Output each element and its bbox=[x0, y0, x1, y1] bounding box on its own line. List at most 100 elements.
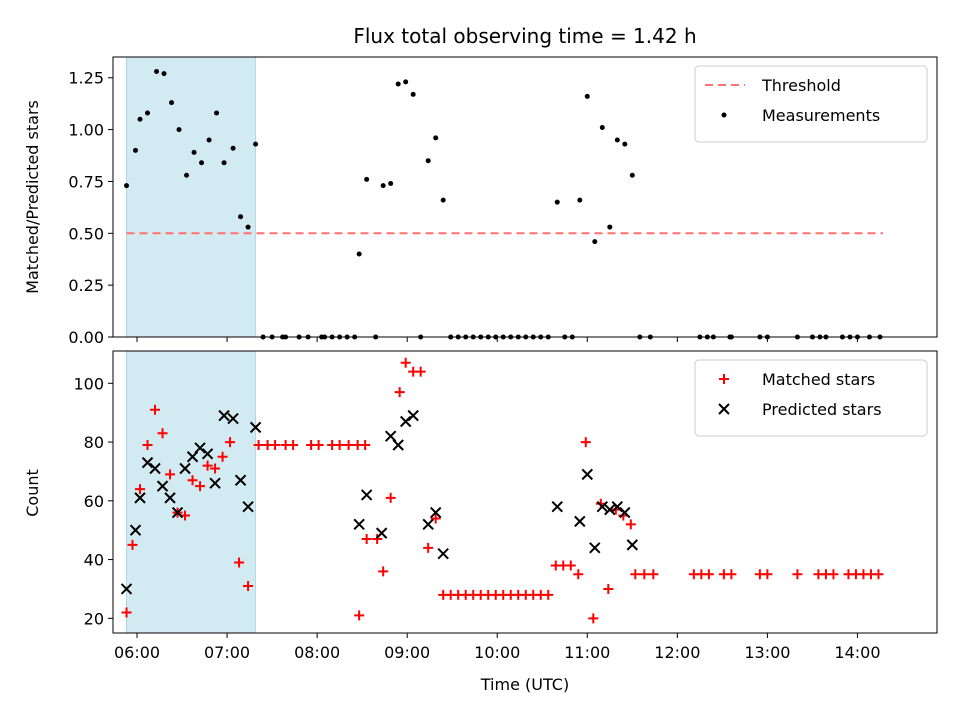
data-point bbox=[625, 519, 636, 530]
data-point bbox=[141, 456, 154, 469]
data-point bbox=[194, 442, 206, 454]
data-point bbox=[422, 518, 434, 531]
data-point bbox=[253, 440, 264, 450]
bottom-shaded-interval bbox=[126, 350, 257, 634]
data-point bbox=[626, 539, 639, 551]
x-tick-label: 12:00 bbox=[654, 643, 700, 662]
top-legend: Threshold Measurements bbox=[694, 65, 928, 143]
chart-title: Flux total observing time = 1.42 h bbox=[353, 24, 696, 48]
data-point bbox=[577, 197, 583, 203]
data-point bbox=[234, 557, 245, 568]
legend-label: Predicted stars bbox=[762, 400, 882, 419]
data-point bbox=[551, 500, 563, 513]
data-point bbox=[288, 440, 299, 450]
data-point bbox=[230, 145, 236, 151]
data-point bbox=[792, 569, 803, 580]
data-point bbox=[157, 428, 168, 439]
data-point bbox=[135, 484, 146, 495]
data-point bbox=[440, 197, 446, 203]
x-tick-label: 07:00 bbox=[204, 643, 250, 662]
data-point bbox=[639, 569, 650, 580]
data-point bbox=[392, 439, 404, 451]
data-point bbox=[410, 91, 416, 97]
legend-swatch bbox=[721, 112, 727, 118]
data-point bbox=[238, 214, 244, 220]
top-y-tick-label: 1.25 bbox=[68, 69, 104, 88]
top-axes-frame bbox=[112, 56, 938, 338]
data-point bbox=[221, 160, 227, 166]
data-point bbox=[574, 515, 586, 528]
legend-swatch bbox=[718, 403, 730, 415]
x-tick-label: 13:00 bbox=[744, 643, 790, 662]
data-point bbox=[184, 172, 190, 178]
data-point bbox=[873, 569, 884, 580]
data-point bbox=[209, 477, 221, 489]
data-point bbox=[364, 176, 370, 182]
data-point bbox=[762, 569, 773, 580]
data-point bbox=[554, 199, 560, 205]
data-point bbox=[619, 506, 631, 519]
top-y-tick-label: 0.50 bbox=[68, 224, 104, 243]
data-point bbox=[164, 492, 176, 504]
data-point bbox=[227, 412, 239, 425]
data-point bbox=[134, 492, 146, 504]
data-point bbox=[218, 409, 230, 422]
data-point bbox=[565, 560, 576, 571]
data-point bbox=[611, 500, 624, 513]
bottom-series-predicted-stars bbox=[120, 409, 639, 595]
data-point bbox=[630, 569, 641, 580]
data-point bbox=[430, 513, 441, 524]
bottom-axes-frame bbox=[112, 350, 938, 634]
data-point bbox=[388, 181, 394, 187]
data-point bbox=[604, 503, 616, 516]
data-point bbox=[165, 469, 176, 480]
data-point bbox=[129, 524, 142, 536]
data-point bbox=[592, 239, 598, 245]
data-point bbox=[588, 613, 599, 624]
data-point bbox=[156, 480, 169, 492]
legend-box bbox=[694, 65, 928, 143]
data-point bbox=[425, 158, 431, 164]
top-y-tick-label: 0.75 bbox=[68, 172, 104, 191]
data-point bbox=[242, 500, 254, 513]
data-point bbox=[703, 569, 714, 580]
data-point bbox=[599, 125, 605, 131]
data-point bbox=[353, 518, 365, 531]
data-point bbox=[243, 581, 254, 591]
data-point bbox=[589, 542, 601, 554]
bottom-series-matched-stars bbox=[121, 357, 884, 624]
data-point bbox=[195, 481, 206, 492]
data-point bbox=[603, 583, 614, 594]
legend-label: Matched stars bbox=[762, 370, 875, 389]
top-y-axis-label: Matched/Predicted stars bbox=[23, 100, 42, 294]
legend-swatch bbox=[719, 374, 729, 384]
data-point bbox=[361, 534, 372, 544]
legend-label: Threshold bbox=[761, 76, 841, 95]
data-point bbox=[217, 451, 228, 462]
data-point bbox=[149, 462, 161, 475]
data-point bbox=[380, 183, 386, 189]
data-point bbox=[145, 110, 151, 116]
data-point bbox=[726, 569, 737, 580]
top-y-tick-label: 0.00 bbox=[68, 328, 104, 347]
top-y-tick-label: 0.25 bbox=[68, 276, 104, 295]
data-point bbox=[199, 160, 205, 166]
data-point bbox=[356, 251, 362, 257]
x-tick-label: 06:00 bbox=[114, 643, 160, 662]
data-point bbox=[423, 542, 434, 553]
top-y-tick-label: 1.00 bbox=[68, 121, 104, 140]
x-tick-label: 09:00 bbox=[384, 643, 430, 662]
legend-box bbox=[694, 359, 928, 437]
data-point bbox=[121, 607, 132, 618]
data-point bbox=[429, 506, 442, 519]
bottom-y-tick-label: 20 bbox=[84, 609, 104, 628]
data-point bbox=[372, 534, 383, 544]
data-point bbox=[399, 415, 412, 428]
data-point bbox=[161, 71, 167, 77]
top-shaded-interval bbox=[126, 56, 257, 338]
data-point bbox=[415, 366, 426, 377]
data-point bbox=[828, 569, 839, 580]
bottom-y-axis-label: Count bbox=[23, 469, 42, 517]
data-point bbox=[187, 475, 198, 486]
data-point bbox=[437, 547, 449, 560]
